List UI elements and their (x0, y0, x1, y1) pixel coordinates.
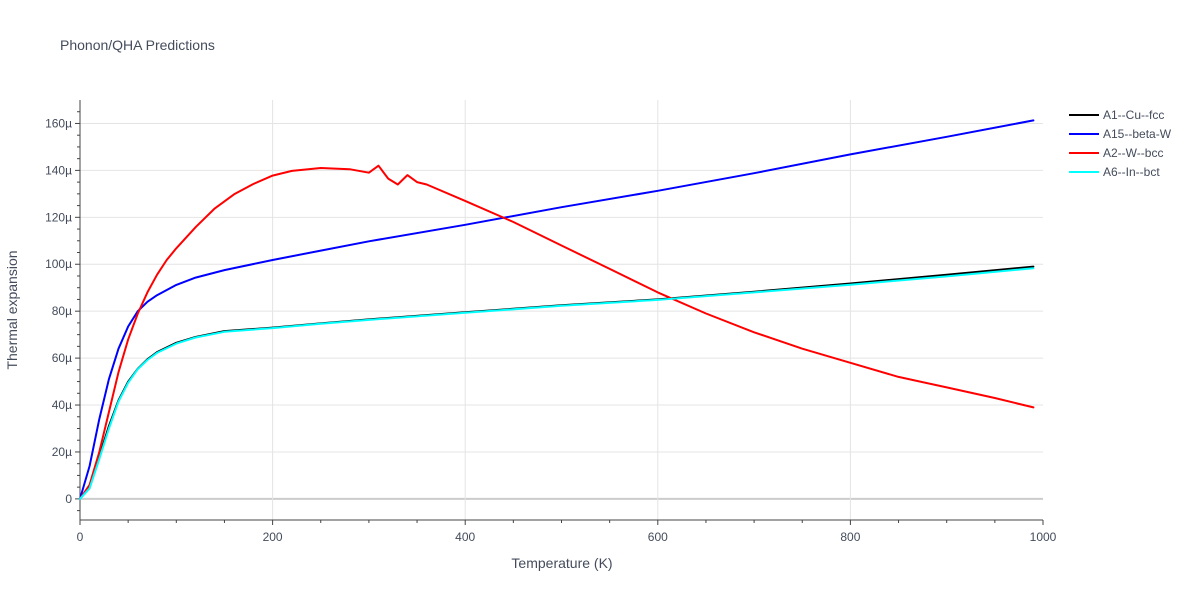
series-line-a1-cu-fcc (79, 265, 1035, 500)
x-tick-label: 400 (455, 530, 475, 544)
y-tick-label: 160µ (45, 116, 72, 130)
y-tick-label: 80µ (52, 304, 72, 318)
legend-label-a2-w-bcc: A2--W--bcc (1103, 146, 1163, 160)
x-tick-label: 0 (77, 530, 84, 544)
series-line-a2-w-bcc (79, 164, 1035, 500)
y-tick-label: 120µ (45, 210, 72, 224)
tick-labels: 0 20µ 40µ 60µ 80µ 100µ 120µ 140µ 160µ 0 200 400 600 8… (45, 116, 1057, 544)
y-tick-label: 60µ (52, 351, 72, 365)
x-tick-label: 1000 (1030, 530, 1057, 544)
chart-title: Phonon/QHA Predictions (60, 37, 215, 53)
y-tick-label: 40µ (52, 398, 72, 412)
x-tick-label: 600 (648, 530, 668, 544)
axes (75, 100, 1044, 525)
legend-label-a1-cu-fcc: A1--Cu--fcc (1103, 108, 1164, 122)
y-tick-label: 100µ (45, 257, 72, 271)
series-line-a15-beta-w (79, 119, 1035, 500)
plot-area (79, 119, 1035, 500)
series-line-a6-in-bct (79, 267, 1035, 500)
legend-label-a15-beta-w: A15--beta-W (1103, 127, 1172, 141)
x-axis-title: Temperature (K) (511, 555, 612, 571)
x-tick-label: 800 (840, 530, 860, 544)
y-tick-label: 0 (65, 492, 72, 506)
x-tick-label: 200 (263, 530, 283, 544)
legend: A1--Cu--fcc A15--beta-W A2--W--bcc A6--In--… (1069, 108, 1172, 179)
y-axis-title: Thermal expansion (4, 250, 20, 369)
legend-label-a6-in-bct: A6--In--bct (1103, 165, 1160, 179)
y-tick-label: 20µ (52, 445, 72, 459)
y-tick-label: 140µ (45, 163, 72, 177)
grid (80, 100, 1043, 520)
